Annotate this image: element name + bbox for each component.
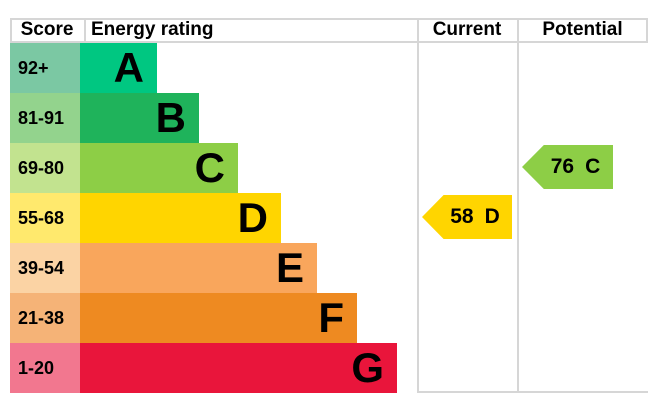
band-letter-e: E xyxy=(275,244,304,291)
grid-line-left xyxy=(10,18,12,43)
score-range-f: 21-38 xyxy=(10,293,80,343)
score-range-b: 81-91 xyxy=(10,93,80,143)
grid-line-potential-column xyxy=(517,18,519,393)
current-rating-letter: D xyxy=(484,205,500,228)
score-range-d: 55-68 xyxy=(10,193,80,243)
band-bar-e: E xyxy=(80,243,317,293)
band-letter-g: G xyxy=(351,344,384,391)
potential-rating-marker: 76 C xyxy=(522,145,613,189)
band-letter-c: C xyxy=(194,144,225,191)
grid-line-bottom xyxy=(417,391,648,393)
score-column-header: Score xyxy=(20,19,74,40)
band-bar-g: G xyxy=(80,343,397,393)
grid-line-right xyxy=(646,18,648,43)
band-letter-d: D xyxy=(237,194,268,241)
band-letter-b: B xyxy=(155,94,186,141)
energy-rating-column-header: Energy rating xyxy=(91,19,214,40)
grid-line-score-separator xyxy=(84,18,86,43)
score-range-e: 39-54 xyxy=(10,243,80,293)
potential-column-header: Potential xyxy=(542,19,623,40)
band-bar-b: B xyxy=(80,93,199,143)
band-bar-d: D xyxy=(80,193,281,243)
grid-line-header-bottom xyxy=(10,41,648,43)
current-column-header: Current xyxy=(432,19,502,40)
band-bar-a: A xyxy=(80,43,157,93)
grid-line-top xyxy=(10,18,648,20)
score-range-g: 1-20 xyxy=(10,343,80,393)
current-rating-value: 58 xyxy=(450,205,474,228)
band-bar-f: F xyxy=(80,293,357,343)
potential-rating-letter: C xyxy=(585,155,601,178)
band-letter-a: A xyxy=(113,44,144,91)
potential-rating-value: 76 xyxy=(550,155,575,178)
grid-line-current-column xyxy=(417,18,419,393)
band-letter-f: F xyxy=(318,294,344,341)
score-range-a: 92+ xyxy=(10,43,80,93)
current-rating-marker: 58 D xyxy=(422,195,512,239)
score-range-c: 69-80 xyxy=(10,143,80,193)
band-bar-c: C xyxy=(80,143,238,193)
